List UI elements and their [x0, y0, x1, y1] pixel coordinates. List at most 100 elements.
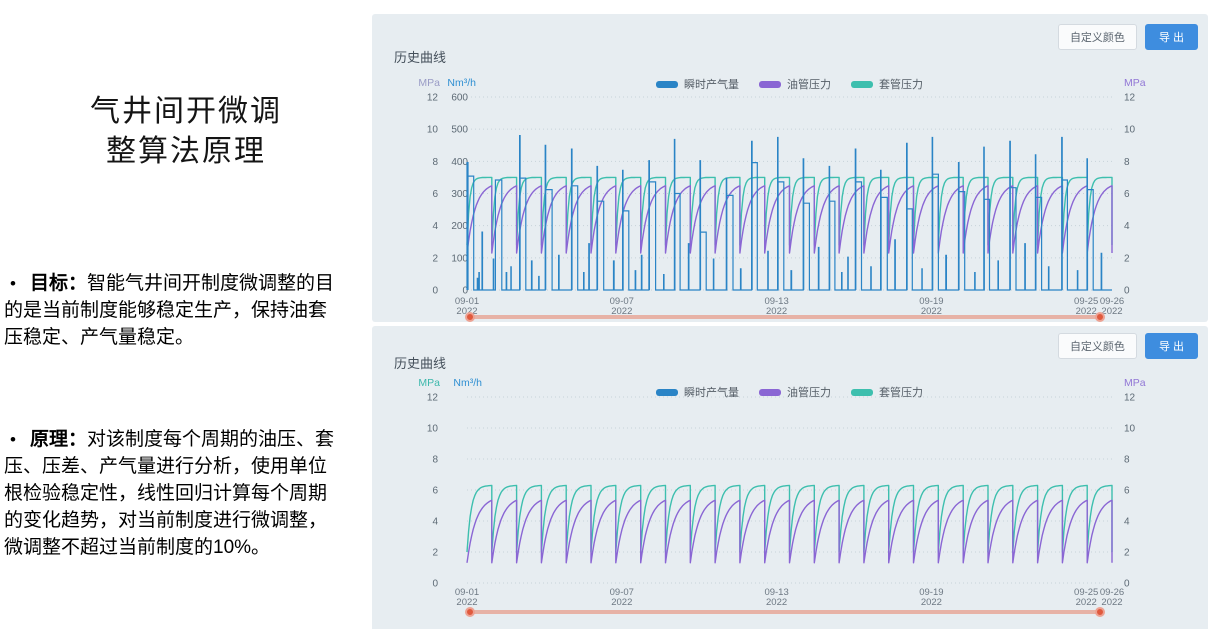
- svg-text:500: 500: [451, 125, 468, 136]
- slide-title-line2: 整算法原理: [106, 135, 266, 168]
- svg-text:600: 600: [451, 93, 468, 104]
- svg-text:4: 4: [432, 517, 438, 528]
- export-button[interactable]: 导 出: [1144, 333, 1198, 359]
- svg-text:400: 400: [451, 157, 468, 168]
- panel-toolbar: 自定义颜色 导 出: [1057, 24, 1198, 50]
- date-range-slider[interactable]: [465, 607, 1105, 617]
- svg-text:0: 0: [432, 286, 438, 297]
- bullet-principle-label: 原理：: [30, 429, 88, 450]
- svg-text:6: 6: [1124, 486, 1130, 497]
- bullet-marker: •: [10, 430, 16, 449]
- svg-text:2022: 2022: [1101, 597, 1122, 608]
- svg-text:10: 10: [427, 125, 439, 136]
- svg-text:2022: 2022: [921, 597, 942, 608]
- svg-text:09-25: 09-25: [1074, 296, 1098, 307]
- svg-text:MPa: MPa: [418, 377, 440, 389]
- slider-handle-right[interactable]: [1095, 312, 1105, 322]
- svg-text:2022: 2022: [766, 597, 787, 608]
- slider-handle-left[interactable]: [465, 312, 475, 322]
- svg-text:Nm³/h: Nm³/h: [447, 77, 476, 89]
- svg-text:6: 6: [432, 189, 438, 200]
- legend-item-casing-pressure[interactable]: 套管压力: [851, 76, 923, 92]
- svg-text:6: 6: [1124, 189, 1130, 200]
- date-range-slider[interactable]: [465, 312, 1105, 322]
- svg-text:300: 300: [451, 189, 468, 200]
- svg-text:09-07: 09-07: [610, 296, 634, 307]
- slide-title: 气井间开微调 整算法原理: [0, 92, 372, 172]
- bullet-goal-label: 目标：: [30, 273, 88, 294]
- bullet-principle: • 原理：对该制度每个周期的油压、套压、压差、产气量进行分析，使用单位根检验稳定性…: [4, 426, 340, 561]
- svg-text:09-01: 09-01: [455, 587, 479, 598]
- svg-text:09-26: 09-26: [1100, 587, 1124, 598]
- svg-text:09-13: 09-13: [764, 587, 788, 598]
- svg-text:12: 12: [1124, 93, 1136, 104]
- svg-text:2022: 2022: [1076, 306, 1097, 317]
- svg-text:09-07: 09-07: [610, 587, 634, 598]
- svg-text:4: 4: [1124, 517, 1130, 528]
- svg-text:2022: 2022: [456, 597, 477, 608]
- svg-text:2022: 2022: [921, 306, 942, 317]
- svg-text:0: 0: [1124, 286, 1130, 297]
- svg-text:09-01: 09-01: [455, 296, 479, 307]
- export-button[interactable]: 导 出: [1144, 24, 1198, 50]
- svg-text:10: 10: [1124, 424, 1136, 435]
- svg-text:2: 2: [432, 548, 438, 559]
- chart-legend: 瞬时产气量 油管压力 套管压力: [467, 384, 1112, 400]
- casing-pressure-swatch-icon: [851, 80, 873, 88]
- svg-text:2022: 2022: [1101, 306, 1122, 317]
- svg-text:2022: 2022: [611, 597, 632, 608]
- casing-pressure-swatch-icon: [851, 388, 873, 396]
- bullet-marker: •: [10, 274, 16, 293]
- custom-color-button[interactable]: 自定义颜色: [1057, 333, 1137, 359]
- svg-text:0: 0: [432, 579, 438, 590]
- svg-text:2022: 2022: [766, 306, 787, 317]
- svg-text:09-26: 09-26: [1100, 296, 1124, 307]
- svg-text:09-13: 09-13: [764, 296, 788, 307]
- svg-text:10: 10: [427, 424, 439, 435]
- svg-text:2022: 2022: [456, 306, 477, 317]
- svg-text:12: 12: [1124, 393, 1136, 404]
- svg-text:09-25: 09-25: [1074, 587, 1098, 598]
- slider-handle-right[interactable]: [1095, 607, 1105, 617]
- legend-label: 瞬时产气量: [684, 79, 739, 91]
- custom-color-button[interactable]: 自定义颜色: [1057, 24, 1137, 50]
- svg-text:8: 8: [1124, 157, 1130, 168]
- bullet-goal: • 目标：智能气井间开制度微调整的目的是当前制度能够稳定生产，保持油套压稳定、产气…: [4, 270, 340, 351]
- svg-text:2: 2: [1124, 253, 1130, 264]
- svg-text:8: 8: [432, 455, 438, 466]
- svg-text:MPa: MPa: [1124, 377, 1146, 389]
- svg-text:200: 200: [451, 221, 468, 232]
- slide-title-line1: 气井间开微调: [90, 95, 282, 128]
- slider-handle-left[interactable]: [465, 607, 475, 617]
- slider-track[interactable]: [469, 610, 1101, 614]
- gas-rate-swatch-icon: [656, 80, 678, 88]
- history-curve-panel-1: 0 0 0 2 2 100 4 4 200 6 6 300 8 8 400 10 10 500 12 12 600 MPa…: [372, 14, 1208, 322]
- legend-label: 套管压力: [879, 387, 923, 399]
- chart-legend: 瞬时产气量 油管压力 套管压力: [467, 76, 1112, 92]
- panel-toolbar: 自定义颜色 导 出: [1057, 333, 1198, 359]
- slide-text-column: 气井间开微调 整算法原理 • 目标：智能气井间开制度微调整的目的是当前制度能够稳定…: [0, 0, 372, 629]
- legend-item-gas-rate[interactable]: 瞬时产气量: [656, 384, 739, 400]
- svg-text:Nm³/h: Nm³/h: [453, 377, 482, 389]
- svg-text:MPa: MPa: [418, 77, 440, 89]
- svg-text:12: 12: [427, 93, 439, 104]
- legend-item-tubing-pressure[interactable]: 油管压力: [759, 384, 831, 400]
- legend-item-casing-pressure[interactable]: 套管压力: [851, 384, 923, 400]
- svg-text:4: 4: [1124, 221, 1130, 232]
- svg-text:2: 2: [1124, 548, 1130, 559]
- svg-text:2022: 2022: [1076, 597, 1097, 608]
- legend-label: 油管压力: [787, 387, 831, 399]
- legend-label: 油管压力: [787, 79, 831, 91]
- svg-text:2022: 2022: [611, 306, 632, 317]
- panel-title: 历史曲线: [394, 50, 447, 65]
- legend-item-tubing-pressure[interactable]: 油管压力: [759, 76, 831, 92]
- svg-text:09-19: 09-19: [919, 296, 943, 307]
- svg-text:6: 6: [432, 486, 438, 497]
- legend-item-gas-rate[interactable]: 瞬时产气量: [656, 76, 739, 92]
- slider-track[interactable]: [469, 315, 1101, 319]
- svg-text:4: 4: [432, 221, 438, 232]
- panel-title: 历史曲线: [394, 356, 447, 371]
- svg-text:8: 8: [1124, 455, 1130, 466]
- tubing-pressure-swatch-icon: [759, 388, 781, 396]
